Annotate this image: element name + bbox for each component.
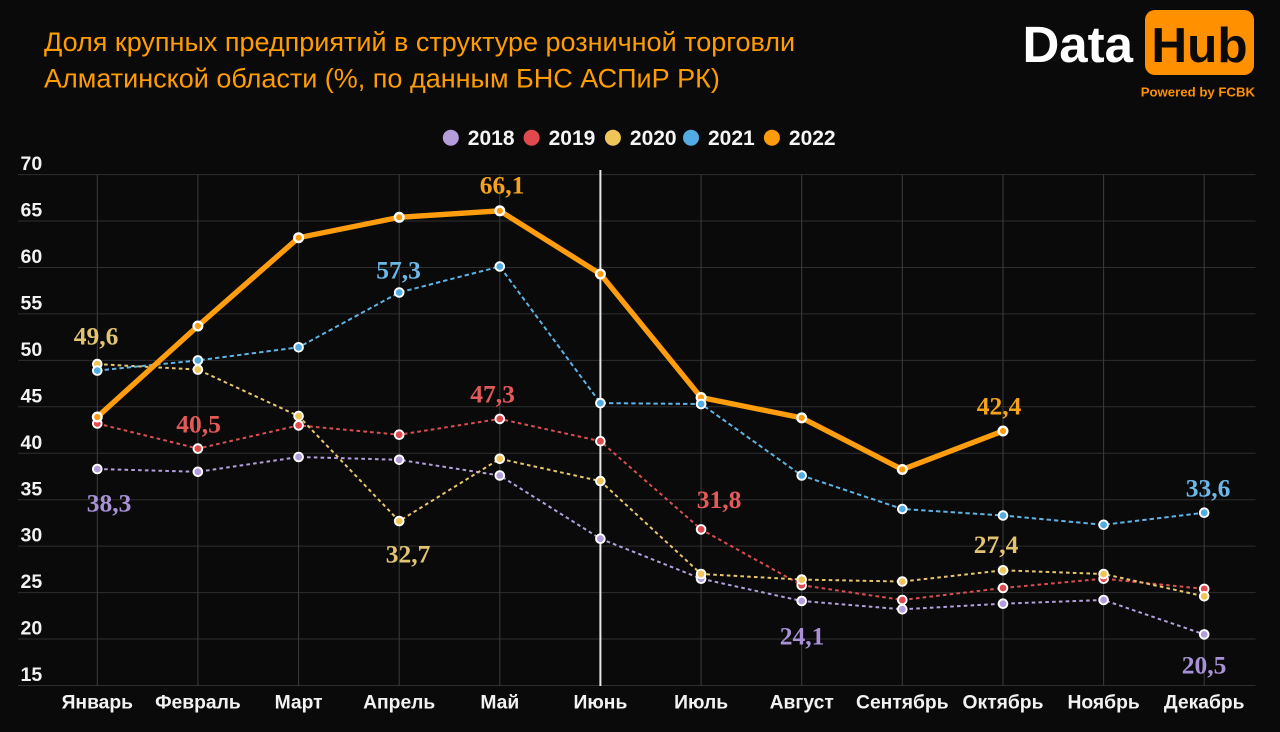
svg-text:27,4: 27,4 [974, 530, 1019, 559]
svg-text:Powered by FCBK: Powered by FCBK [1141, 85, 1256, 100]
svg-text:40: 40 [21, 432, 43, 454]
svg-text:Май: Май [480, 693, 519, 714]
svg-text:Доля крупных предприятий в стр: Доля крупных предприятий в структуре роз… [44, 27, 795, 57]
svg-text:31,8: 31,8 [697, 485, 742, 514]
svg-text:Октябрь: Октябрь [963, 693, 1044, 714]
svg-text:Апрель: Апрель [363, 693, 435, 714]
svg-text:70: 70 [21, 153, 43, 175]
svg-text:2019: 2019 [549, 127, 596, 150]
svg-text:32,7: 32,7 [386, 539, 431, 568]
svg-text:Июнь: Июнь [573, 693, 627, 714]
svg-text:25: 25 [21, 571, 43, 593]
svg-text:38,3: 38,3 [87, 488, 132, 517]
svg-text:Декабрь: Декабрь [1164, 693, 1245, 714]
svg-text:2022: 2022 [789, 127, 836, 150]
svg-text:57,3: 57,3 [376, 255, 421, 284]
svg-text:42,4: 42,4 [977, 391, 1022, 420]
svg-text:Июль: Июль [674, 693, 728, 714]
svg-text:30: 30 [21, 525, 43, 547]
svg-text:35: 35 [21, 478, 43, 500]
svg-text:60: 60 [21, 246, 43, 268]
svg-text:55: 55 [21, 293, 43, 315]
svg-text:Август: Август [770, 693, 834, 714]
svg-text:45: 45 [21, 385, 43, 407]
svg-text:40,5: 40,5 [176, 409, 221, 438]
svg-text:Сентябрь: Сентябрь [856, 693, 949, 714]
svg-text:Ноябрь: Ноябрь [1067, 693, 1139, 714]
svg-text:20,5: 20,5 [1182, 650, 1227, 679]
svg-text:24,1: 24,1 [780, 621, 825, 650]
svg-text:66,1: 66,1 [480, 170, 525, 199]
svg-text:65: 65 [21, 200, 43, 222]
svg-text:Hub: Hub [1151, 18, 1247, 73]
svg-text:Март: Март [275, 693, 323, 714]
svg-text:Data: Data [1022, 16, 1133, 73]
svg-text:47,3: 47,3 [470, 379, 515, 408]
svg-text:50: 50 [21, 339, 43, 361]
svg-text:2021: 2021 [708, 127, 755, 150]
svg-text:33,6: 33,6 [1186, 473, 1231, 502]
svg-text:Январь: Январь [62, 693, 134, 714]
svg-text:49,6: 49,6 [74, 321, 119, 350]
svg-text:Февраль: Февраль [155, 693, 241, 714]
svg-text:2020: 2020 [630, 127, 677, 150]
svg-text:15: 15 [21, 664, 43, 686]
svg-text:20: 20 [21, 618, 43, 640]
svg-text:Алматинской области (%, по дан: Алматинской области (%, по данным БНС АС… [44, 64, 720, 94]
svg-text:2018: 2018 [468, 127, 515, 150]
